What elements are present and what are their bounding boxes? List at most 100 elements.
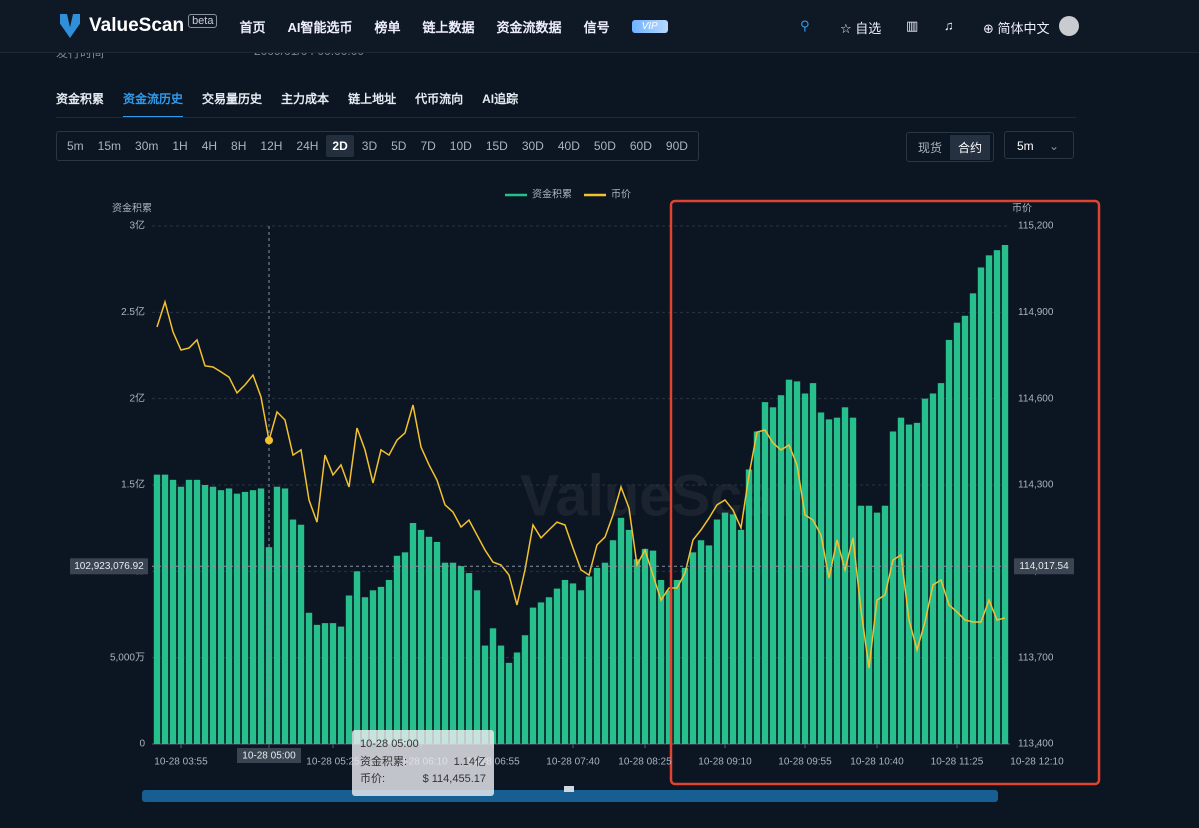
range-item[interactable]: 50D <box>593 139 616 153</box>
nav-item[interactable]: 信号 <box>583 19 610 35</box>
market-selector: 现货 合约 <box>906 132 995 162</box>
language[interactable]: ⊕ 简体中文 <box>983 21 1050 36</box>
crosshair-x-box <box>237 748 301 763</box>
y2ticks-label: 113,700 <box>1018 652 1054 663</box>
watchlist[interactable]: ☆ 自选 <box>840 21 882 36</box>
range-item[interactable]: 30m <box>135 139 159 153</box>
bar <box>473 590 481 744</box>
bar <box>401 552 409 744</box>
yticks-label: 0 <box>139 739 145 750</box>
bar <box>977 267 985 744</box>
crosshair-y2-box <box>1014 558 1074 575</box>
bar <box>713 519 721 744</box>
market-item[interactable]: 合约 <box>950 134 991 160</box>
bar <box>377 586 385 744</box>
bar <box>393 555 401 744</box>
bar <box>945 339 953 744</box>
range-item[interactable]: 4H <box>201 139 218 153</box>
tooltip-value: 1.14亿 <box>454 755 486 768</box>
bar <box>753 431 761 744</box>
bar <box>969 293 977 744</box>
range-item[interactable]: 15D <box>485 139 508 153</box>
logo[interactable] <box>60 14 80 38</box>
nav-item[interactable]: 榜单 <box>374 19 401 35</box>
legend-label: 资金积累 <box>532 188 572 201</box>
bar <box>553 588 561 744</box>
bar <box>737 529 745 744</box>
tab-item[interactable]: 代币流向 <box>415 92 464 106</box>
range-item[interactable]: 5m <box>67 139 84 153</box>
slider-handle[interactable] <box>564 786 574 792</box>
legend-label: 币价 <box>611 189 631 201</box>
range-item[interactable]: 10D <box>449 139 472 153</box>
crosshair-y2-label: 114,017.54 <box>1019 561 1069 572</box>
nav-item[interactable]: 资金流数据 <box>496 19 562 35</box>
beta-badge: beta <box>188 14 218 28</box>
range-item[interactable]: 8H <box>231 139 247 153</box>
tooltip-value: $ 114,455.17 <box>423 773 486 785</box>
range-item[interactable]: 40D <box>557 139 580 153</box>
range-item[interactable]: 90D <box>665 139 688 153</box>
yticks-label: 2.5亿 <box>121 305 145 318</box>
tooltip <box>352 730 494 796</box>
tab-item[interactable]: 交易量历史 <box>202 92 263 106</box>
range-item[interactable]: 60D <box>629 139 652 153</box>
bar <box>545 597 553 744</box>
tab-item[interactable]: 链上地址 <box>348 92 397 106</box>
nav-item[interactable]: 链上数据 <box>422 19 475 35</box>
brand[interactable]: ValueScan <box>89 15 185 36</box>
range-item[interactable]: 12H <box>260 139 283 153</box>
divider <box>56 117 1076 118</box>
nav-item[interactable]: AI智能选币 <box>287 19 353 35</box>
bar <box>345 595 353 744</box>
interval-value: 5m <box>1017 139 1034 153</box>
bar <box>497 645 505 744</box>
crosshair-y-label: 102,923,076.92 <box>74 561 144 572</box>
tab-item[interactable]: 资金积累 <box>56 92 105 106</box>
tooltip-title: 10-28 05:00 <box>360 738 419 750</box>
bar <box>385 579 393 744</box>
bar <box>857 505 865 744</box>
x-tick-label: 10-28 09:10 <box>698 757 752 768</box>
bar <box>489 628 497 744</box>
range-item[interactable]: 1H <box>172 139 188 153</box>
avatar[interactable] <box>1059 16 1079 36</box>
range-item[interactable]: 5D <box>391 139 407 153</box>
nav-item[interactable]: 首页 <box>239 19 266 35</box>
bar <box>697 540 705 744</box>
range-item[interactable]: 15m <box>97 139 122 153</box>
bar <box>993 250 1001 744</box>
range-item[interactable]: 30D <box>521 139 544 153</box>
bar <box>193 479 201 744</box>
bar <box>609 540 617 744</box>
tab-item[interactable]: AI追踪 <box>482 92 519 106</box>
range-item[interactable]: 3D <box>361 139 378 153</box>
bar <box>353 571 361 744</box>
x-tick-label: 10-28 03:55 <box>154 757 208 768</box>
bar <box>585 576 593 744</box>
range-item[interactable]: 2D <box>326 135 354 157</box>
bar <box>721 512 729 744</box>
bar <box>209 486 217 744</box>
chart-icon[interactable]: ▥ <box>906 18 919 33</box>
tab-item[interactable]: 主力成本 <box>281 92 330 106</box>
bar <box>313 624 321 744</box>
bar <box>809 383 817 744</box>
bar <box>273 486 281 744</box>
search-icon[interactable]: ⚲ <box>800 18 810 33</box>
bar <box>937 383 945 744</box>
market-item[interactable]: 现货 <box>918 140 943 155</box>
bell-icon[interactable]: ♫ <box>944 18 954 33</box>
interval-select[interactable]: 5m ⌄ <box>1004 131 1074 159</box>
x-tick-label: 10-28 11:25 <box>931 757 984 768</box>
bar <box>369 590 377 744</box>
x-tick-label: 10-28 09:55 <box>778 757 832 768</box>
bar <box>913 422 921 744</box>
y2ticks-label: 114,300 <box>1018 480 1054 491</box>
bar <box>505 662 513 744</box>
vip-badge[interactable]: VIP <box>631 19 668 33</box>
bar <box>417 529 425 744</box>
range-item[interactable]: 24H <box>296 139 319 153</box>
range-item[interactable]: 7D <box>420 139 436 153</box>
